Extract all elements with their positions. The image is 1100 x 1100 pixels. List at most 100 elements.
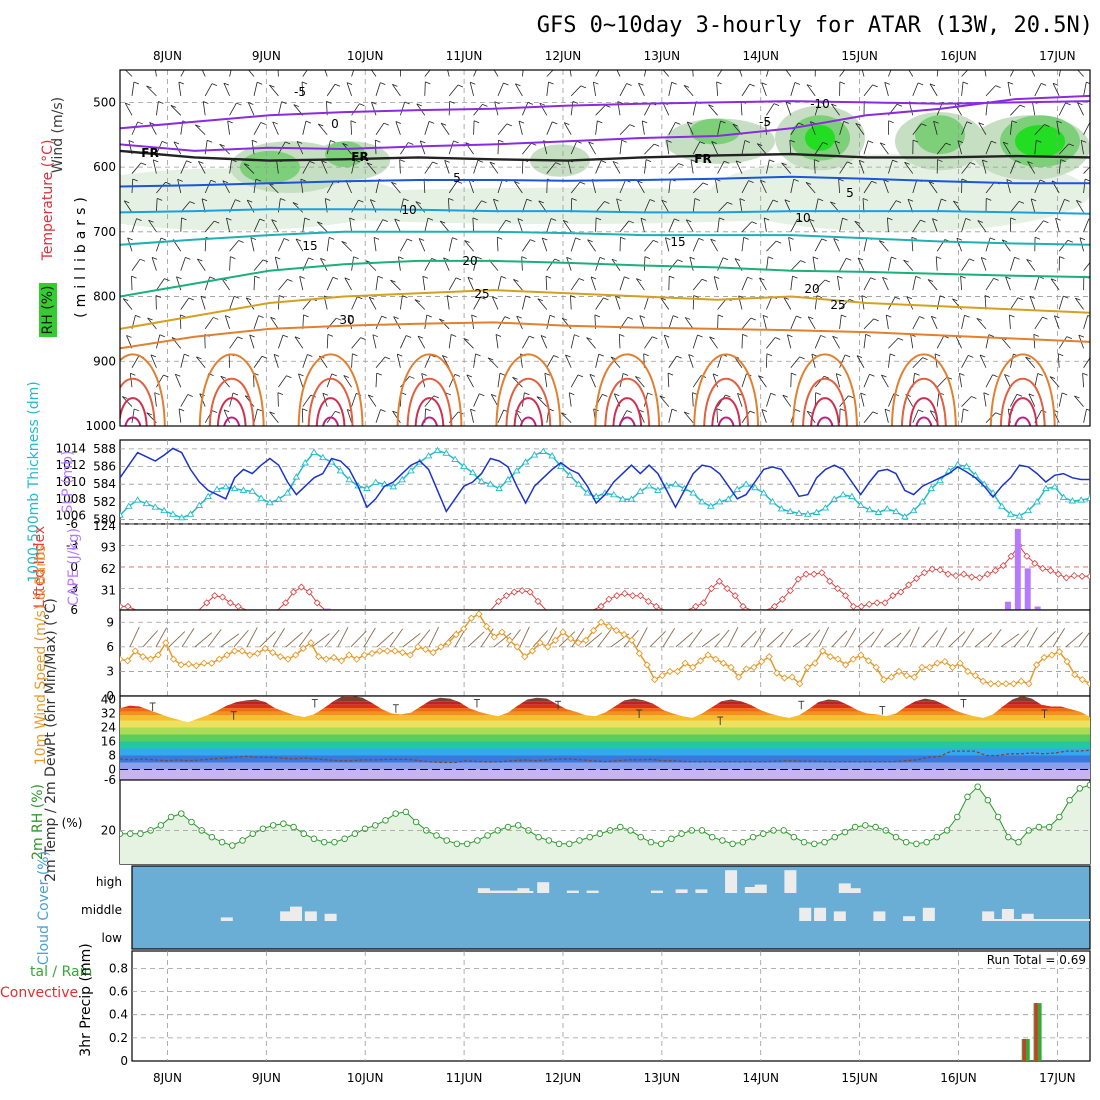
wind-barb xyxy=(299,276,304,291)
wind-barb-flag xyxy=(375,139,381,143)
wind-barb xyxy=(270,317,279,330)
wind-barb xyxy=(683,411,694,424)
cloud-bar xyxy=(922,907,935,921)
wind-barb-flag xyxy=(604,201,610,204)
surface-wind-speed-point xyxy=(880,675,888,684)
cloud-bar xyxy=(537,882,550,893)
wind-barb-flag xyxy=(714,276,720,279)
wind-barb-flag xyxy=(1037,373,1043,376)
thickness-line-point xyxy=(786,507,794,515)
wind-barb-flag xyxy=(334,83,341,87)
surface-wind-speed-point xyxy=(276,653,285,661)
wind-barb-flag xyxy=(428,121,435,124)
wind-barb-flag xyxy=(848,395,854,399)
cloud-bar xyxy=(1021,913,1034,921)
wind-barb xyxy=(351,353,353,368)
cloud-bar xyxy=(586,890,599,893)
wind-barb xyxy=(326,373,333,388)
precip-tick-label: 0.6 xyxy=(109,985,128,999)
thickness-line-point xyxy=(539,447,548,454)
wind-barb-flag xyxy=(225,315,231,318)
rh-point xyxy=(760,830,767,838)
wind-barb xyxy=(936,70,939,77)
wind-barb-flag xyxy=(750,317,756,321)
thickness-line-point xyxy=(451,455,459,462)
lifted-index-point xyxy=(826,577,834,585)
wind-barb-flag xyxy=(1086,408,1090,411)
wind-barb-flag xyxy=(775,337,781,340)
surface-wind-barb xyxy=(727,627,739,648)
wind-barb xyxy=(245,297,255,310)
wind-barb-flag xyxy=(482,104,488,107)
surface-wind-barb xyxy=(1013,629,1029,648)
wind-barb xyxy=(683,85,694,97)
wind-barb-flag xyxy=(449,100,455,104)
temp-tick-label: 32 xyxy=(101,707,116,721)
wind-barb-flag xyxy=(616,198,622,202)
wind-barb-flag xyxy=(645,159,652,163)
surface-wind-barb xyxy=(766,631,784,648)
wind-barb-flag xyxy=(320,258,326,261)
wind-barb-flag xyxy=(617,101,623,104)
wind-barb-flag xyxy=(870,277,876,281)
wind-barb xyxy=(1031,101,1036,116)
wind-barb xyxy=(790,356,800,368)
rh-point xyxy=(463,840,471,848)
wind-barb-flag xyxy=(1074,395,1080,399)
wind-barb-flag xyxy=(692,63,697,65)
wind-barb-flag xyxy=(234,295,240,299)
wind-barb-flag xyxy=(810,121,816,124)
wind-barb-flag xyxy=(1018,200,1025,204)
wind-barb xyxy=(1010,353,1014,368)
wind-barb xyxy=(1027,161,1036,174)
wind-barb xyxy=(741,373,747,388)
thickness-line-point xyxy=(768,498,777,505)
surface-wind-barb xyxy=(259,630,276,648)
wind-barb xyxy=(1083,218,1090,232)
wind-barb-flag xyxy=(722,257,729,261)
wind-barb-flag xyxy=(907,198,914,202)
wind-barb-flag xyxy=(1003,141,1009,145)
wind-barb-flag xyxy=(307,354,313,357)
wind-barb xyxy=(668,259,678,271)
wind-barb-flag xyxy=(770,63,775,65)
wind-barb-flag xyxy=(1060,159,1066,163)
cloud-bar xyxy=(650,890,663,893)
lifted-index-point xyxy=(305,588,313,596)
wind-barb xyxy=(615,296,621,310)
rh-point xyxy=(402,808,410,816)
lifted-index-point xyxy=(700,599,708,607)
wind-barb xyxy=(375,82,381,97)
wind-barb xyxy=(229,296,235,310)
wind-barb xyxy=(766,256,769,271)
wind-barb-flag xyxy=(886,314,892,318)
wind-barb xyxy=(835,373,840,388)
wind-barb-flag xyxy=(537,298,543,302)
wind-barb-flag xyxy=(807,410,813,414)
wind-barb xyxy=(760,180,767,194)
wind-barb xyxy=(1005,276,1011,291)
surface-wind-speed-point xyxy=(421,645,430,653)
wind-barb xyxy=(178,408,182,423)
rh-shade-region xyxy=(690,118,740,145)
wind-barb xyxy=(522,295,526,310)
wind-barb-flag xyxy=(539,102,545,106)
bottom-date-label: 15JUN xyxy=(841,1071,878,1085)
wind-barb xyxy=(863,181,872,194)
wind-barb xyxy=(180,394,189,407)
wind-barb-flag xyxy=(372,334,378,338)
wind-barb-flag xyxy=(660,297,666,301)
wind-barb xyxy=(717,70,723,77)
thickness-line-point xyxy=(142,499,151,507)
wind-barb-flag xyxy=(368,65,373,67)
wind-barb-flag xyxy=(415,201,421,205)
wind-barb-flag xyxy=(678,163,684,166)
upper-air-diurnal-contours xyxy=(120,353,1056,426)
wind-barb xyxy=(884,409,889,423)
surface-wind-barb xyxy=(792,632,811,648)
wind-barb xyxy=(487,357,499,369)
wind-barb-flag xyxy=(759,277,765,281)
